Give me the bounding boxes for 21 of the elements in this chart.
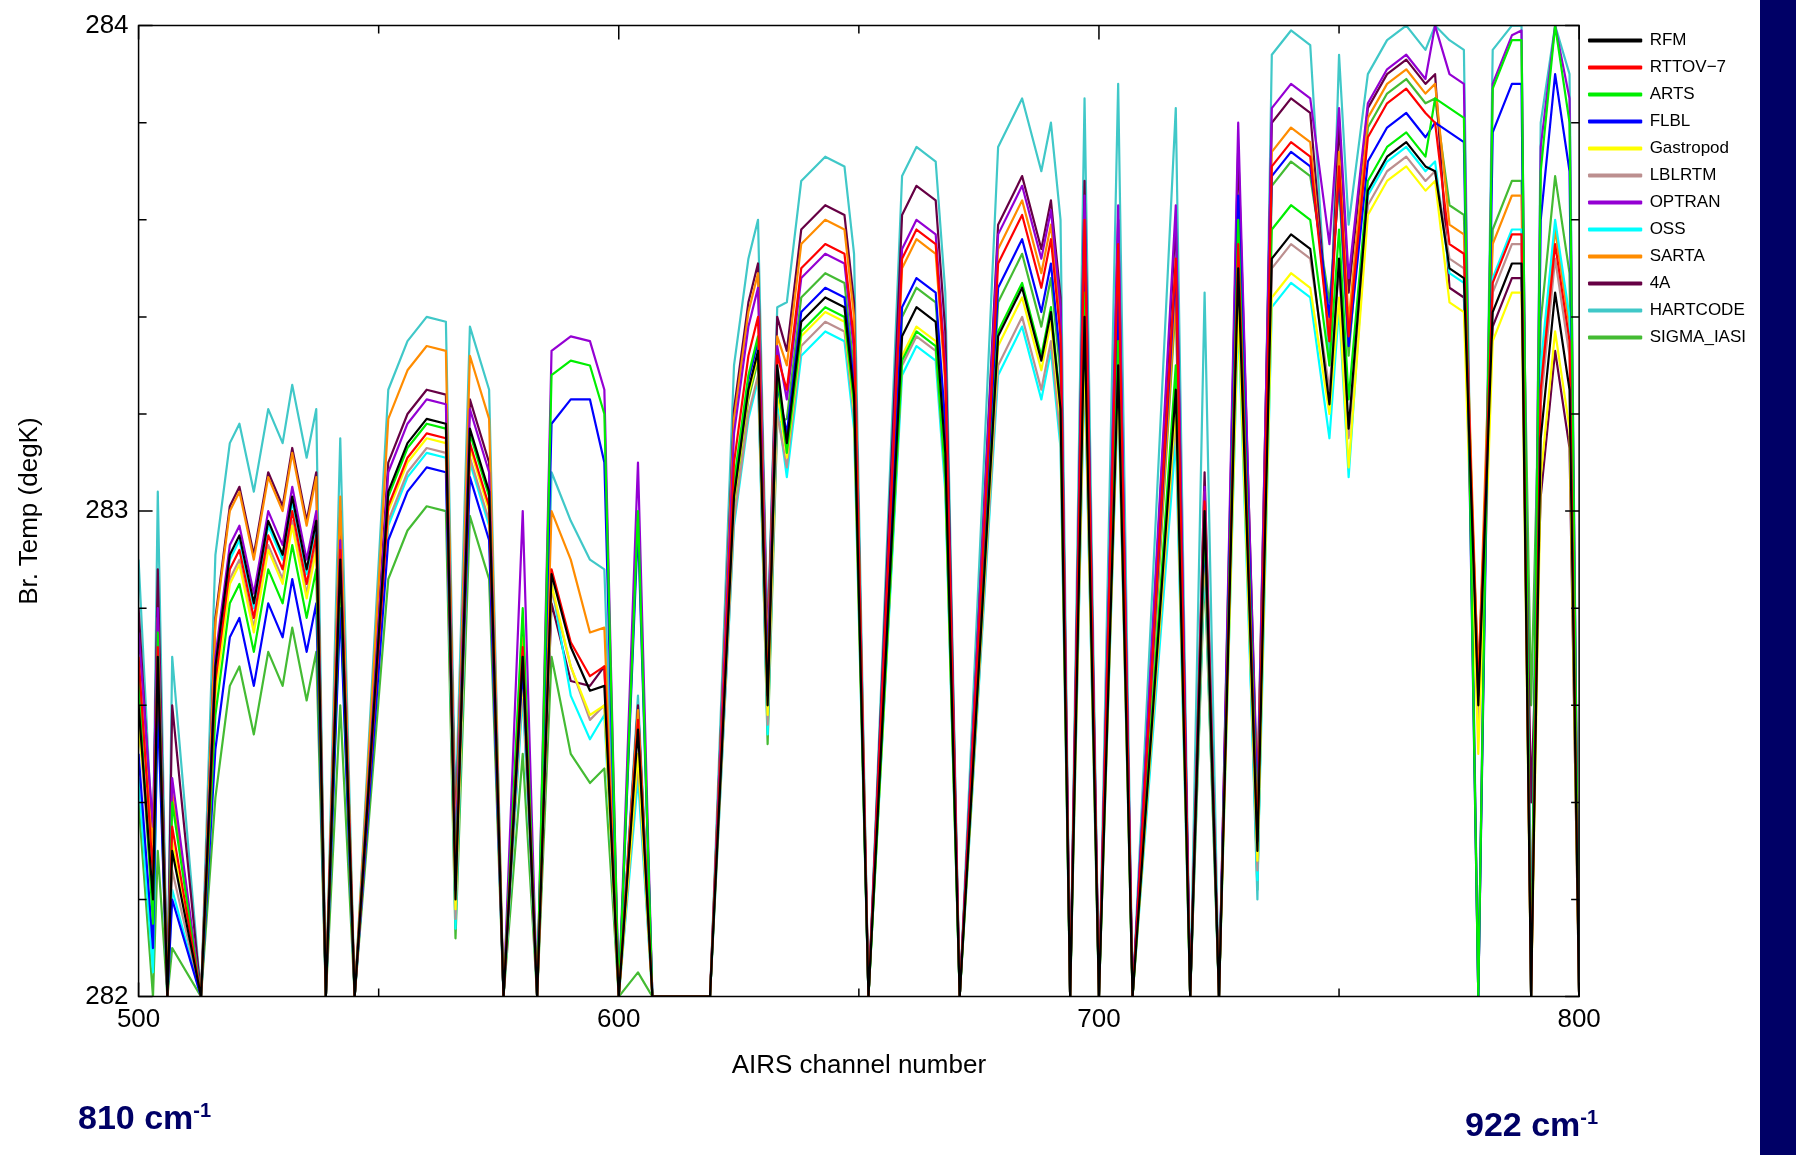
legend-label: RFM xyxy=(1649,30,1687,50)
legend-label: SARTA xyxy=(1649,246,1706,266)
x-tick-label: 600 xyxy=(597,1003,641,1034)
legend-label: OPTRAN xyxy=(1649,192,1721,212)
legend-label: OSS xyxy=(1649,219,1686,239)
legend-label: ARTS xyxy=(1649,84,1695,104)
legend-label: 4A xyxy=(1649,273,1672,293)
x-tick-label: 700 xyxy=(1077,1003,1121,1034)
y-tick-label: 284 xyxy=(85,8,129,39)
legend-label: LBLRTM xyxy=(1649,165,1717,185)
x-tick-label: 800 xyxy=(1557,1003,1601,1034)
x-axis-title: AIRS channel number xyxy=(731,1048,987,1079)
y-tick-label: 283 xyxy=(85,494,129,525)
legend-label: Gastropod xyxy=(1649,138,1730,158)
legend-label: FLBL xyxy=(1649,111,1691,131)
y-axis-title: Br. Temp (degK) xyxy=(12,417,43,605)
legend-label: RTTOV−7 xyxy=(1649,57,1727,77)
text: 922 cm$^{-1}$ xyxy=(1465,1105,1599,1144)
legend-label: HARTCODE xyxy=(1649,300,1745,320)
text: 810 cm$^{-1}$ xyxy=(78,1098,212,1137)
legend-label: SIGMA_IASI xyxy=(1649,327,1747,347)
